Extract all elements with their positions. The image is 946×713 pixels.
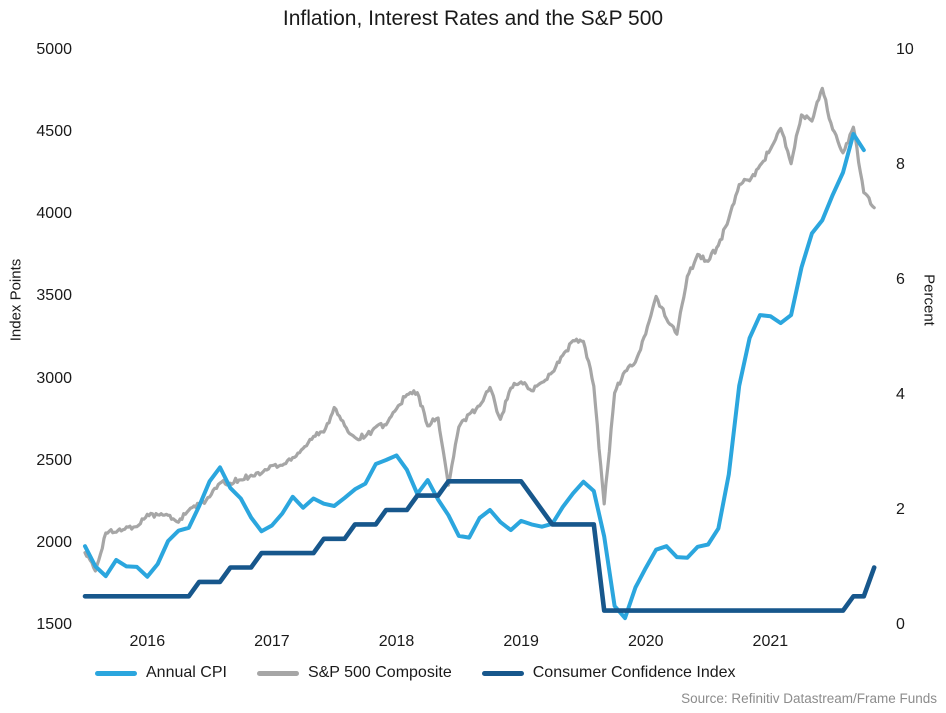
x-axis-year-label: 2020	[627, 633, 664, 650]
left-axis-tick: 4000	[36, 205, 72, 223]
right-axis-tick: 6	[896, 271, 905, 288]
legend-item-consumer-confidence-index: Consumer Confidence Index	[481, 664, 736, 682]
line-s-p-500-composite	[83, 86, 876, 573]
x-axis-year-label: 2016	[129, 633, 166, 650]
x-axis-year-label: 2019	[503, 633, 539, 650]
left-axis-tick: 1500	[36, 616, 72, 633]
legend-label-annual-cpi: Annual CPI	[146, 664, 227, 681]
chart-title: Inflation, Interest Rates and the S&P 50…	[282, 7, 664, 30]
right-axis-tick: 0	[896, 616, 905, 633]
right-axis-tick: 4	[896, 386, 905, 403]
legend-item-sp500-composite: S&P 500 Composite	[256, 664, 452, 682]
right-axis-tick: 2	[896, 501, 905, 518]
source-note: Source: Refinitiv Datastream/Frame Funds	[681, 691, 937, 706]
line-annual-cpi	[83, 132, 866, 621]
annual-cpi-line-swatch-icon	[95, 670, 137, 676]
sp500-composite-line-swatch-icon	[256, 670, 299, 676]
right-axis-tick: 10	[896, 41, 914, 58]
line-consumer-confidence-index	[82, 478, 877, 613]
x-axis-year-label: 2021	[752, 633, 789, 650]
legend: Annual CPI S&P 500 Composite Consumer Co…	[95, 664, 736, 682]
right-axis-tick: 8	[896, 156, 905, 173]
left-axis-tick: 2500	[36, 451, 72, 469]
left-axis-tick: 4500	[36, 123, 72, 141]
left-axis-tick: 5000	[36, 41, 72, 58]
left-axis-tick: 2000	[36, 533, 72, 551]
left-axis-tick: 3000	[36, 369, 72, 387]
left-axis-tick: 3500	[36, 287, 72, 305]
legend-label-sp500-composite: S&P 500 Composite	[307, 664, 452, 681]
legend-item-annual-cpi: Annual CPI	[95, 664, 227, 682]
legend-label-consumer-confidence-index: Consumer Confidence Index	[532, 664, 736, 681]
x-axis-year-label: 2017	[254, 633, 290, 650]
consumer-confidence-index-line-swatch-icon	[481, 670, 524, 676]
x-axis-year-label: 2018	[378, 633, 415, 650]
